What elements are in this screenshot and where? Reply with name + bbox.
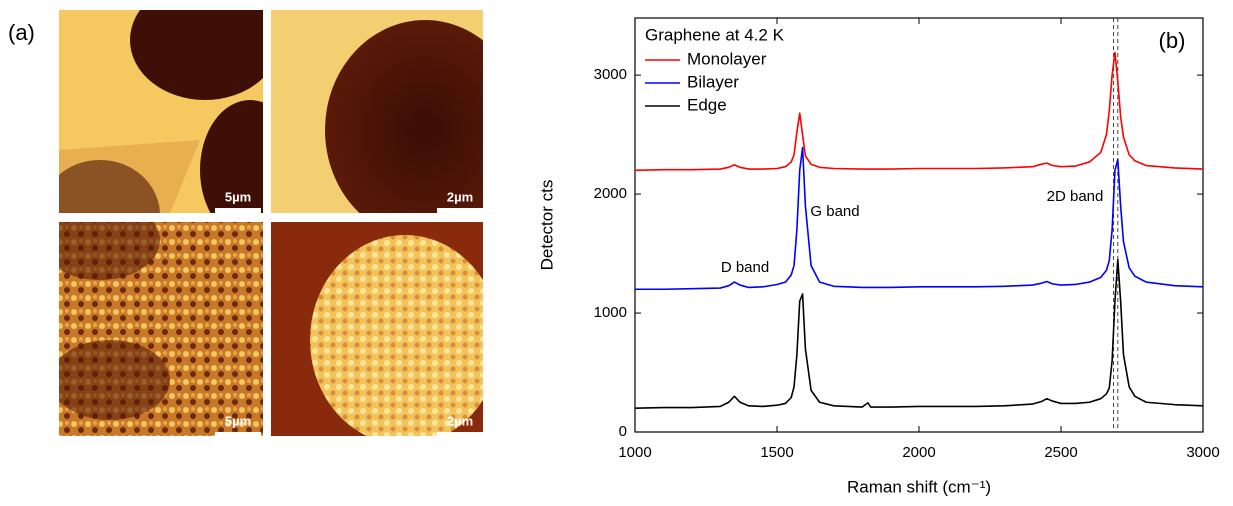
image bbox=[271, 10, 483, 213]
annotation: D band bbox=[721, 259, 769, 276]
scale-bar-label: 5µm bbox=[225, 189, 251, 204]
annotation: G band bbox=[810, 203, 859, 220]
y-tick-label: 2000 bbox=[594, 185, 627, 202]
x-tick-label: 2000 bbox=[902, 444, 935, 461]
image bbox=[271, 222, 483, 436]
panel-label: (b) bbox=[1159, 28, 1186, 53]
x-tick-label: 1000 bbox=[618, 444, 651, 461]
x-tick-label: 1500 bbox=[760, 444, 793, 461]
legend-title: Graphene at 4.2 K bbox=[645, 25, 785, 44]
scale-bar-label: 5µm bbox=[225, 413, 251, 428]
y-axis-label: Detector cts bbox=[537, 180, 556, 271]
legend-label: Monolayer bbox=[687, 49, 767, 68]
y-tick-label: 3000 bbox=[594, 66, 627, 83]
x-axis-label: Raman shift (cm⁻¹) bbox=[847, 477, 991, 496]
scale-bar bbox=[215, 432, 261, 437]
scale-bar bbox=[437, 432, 483, 437]
panel-label: (a) bbox=[8, 20, 35, 45]
legend-label: Edge bbox=[687, 95, 727, 114]
series-line bbox=[634, 51, 1204, 172]
series-line bbox=[635, 146, 1204, 291]
series-line bbox=[634, 258, 1204, 410]
image bbox=[59, 222, 263, 436]
x-tick-label: 2500 bbox=[1044, 444, 1077, 461]
annotation: 2D band bbox=[1047, 188, 1104, 205]
scale-bar bbox=[215, 208, 261, 213]
scale-bar bbox=[437, 208, 483, 213]
y-tick-label: 1000 bbox=[594, 304, 627, 321]
image bbox=[59, 10, 263, 213]
legend-label: Bilayer bbox=[687, 72, 739, 91]
y-tick-label: 0 bbox=[619, 423, 627, 440]
scale-bar-label: 2µm bbox=[447, 413, 473, 428]
x-tick-label: 3000 bbox=[1186, 444, 1219, 461]
scale-bar-label: 2µm bbox=[447, 189, 473, 204]
